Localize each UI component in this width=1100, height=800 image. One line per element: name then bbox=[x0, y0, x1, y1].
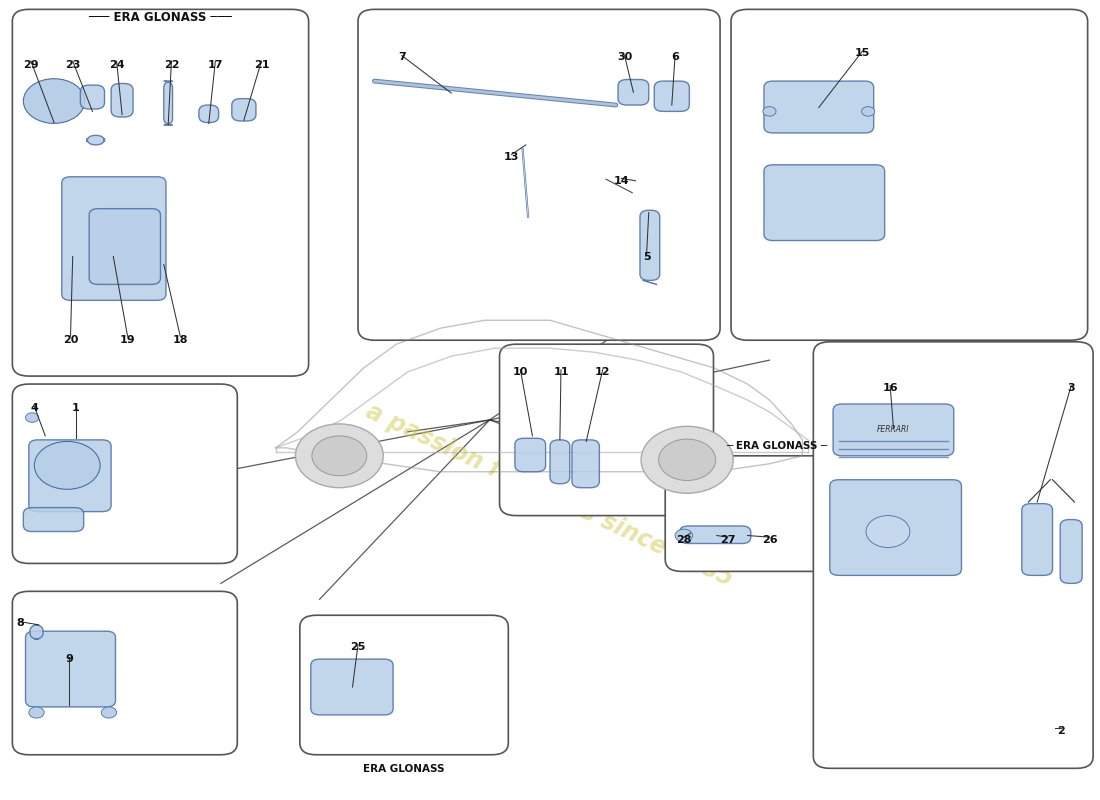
Circle shape bbox=[101, 707, 117, 718]
FancyBboxPatch shape bbox=[572, 440, 600, 488]
FancyBboxPatch shape bbox=[680, 526, 751, 543]
FancyBboxPatch shape bbox=[23, 508, 84, 531]
FancyBboxPatch shape bbox=[25, 631, 115, 707]
Text: 13: 13 bbox=[504, 152, 519, 162]
Text: 12: 12 bbox=[595, 367, 610, 377]
Text: 15: 15 bbox=[855, 48, 870, 58]
Text: 24: 24 bbox=[109, 60, 124, 70]
Text: 3: 3 bbox=[1067, 383, 1075, 393]
Text: 23: 23 bbox=[65, 60, 80, 70]
Text: 1: 1 bbox=[73, 403, 80, 413]
Text: 20: 20 bbox=[63, 335, 78, 346]
FancyBboxPatch shape bbox=[833, 404, 954, 456]
Circle shape bbox=[861, 106, 875, 116]
Text: 29: 29 bbox=[23, 60, 38, 70]
Text: 7: 7 bbox=[398, 52, 406, 62]
FancyBboxPatch shape bbox=[764, 81, 873, 133]
Text: 2: 2 bbox=[1057, 726, 1065, 736]
FancyBboxPatch shape bbox=[232, 98, 256, 121]
FancyBboxPatch shape bbox=[87, 135, 104, 145]
Text: 25: 25 bbox=[350, 642, 365, 652]
FancyBboxPatch shape bbox=[199, 105, 219, 122]
Circle shape bbox=[866, 515, 910, 547]
Text: ─ ERA GLONASS ─: ─ ERA GLONASS ─ bbox=[726, 441, 827, 451]
FancyBboxPatch shape bbox=[111, 83, 133, 117]
Text: 19: 19 bbox=[120, 335, 135, 346]
FancyBboxPatch shape bbox=[764, 165, 884, 241]
Text: 26: 26 bbox=[761, 534, 778, 545]
Text: 14: 14 bbox=[614, 176, 629, 186]
FancyBboxPatch shape bbox=[829, 480, 961, 575]
FancyBboxPatch shape bbox=[62, 177, 166, 300]
Circle shape bbox=[763, 106, 776, 116]
Text: a passion for parts since 1985: a passion for parts since 1985 bbox=[362, 400, 738, 592]
Text: 5: 5 bbox=[642, 251, 650, 262]
Text: 27: 27 bbox=[720, 534, 736, 545]
Text: 21: 21 bbox=[254, 60, 270, 70]
Circle shape bbox=[659, 439, 716, 481]
Circle shape bbox=[312, 436, 366, 476]
Circle shape bbox=[641, 426, 734, 494]
FancyBboxPatch shape bbox=[813, 342, 1093, 768]
FancyBboxPatch shape bbox=[640, 210, 660, 281]
Text: FERRARI: FERRARI bbox=[877, 425, 910, 434]
Text: 11: 11 bbox=[553, 367, 569, 377]
Text: 28: 28 bbox=[676, 534, 692, 545]
Text: 8: 8 bbox=[16, 618, 24, 628]
FancyBboxPatch shape bbox=[300, 615, 508, 754]
FancyBboxPatch shape bbox=[30, 625, 43, 639]
FancyBboxPatch shape bbox=[666, 456, 890, 571]
Circle shape bbox=[296, 424, 383, 488]
FancyBboxPatch shape bbox=[550, 440, 570, 484]
FancyBboxPatch shape bbox=[515, 438, 546, 472]
FancyBboxPatch shape bbox=[29, 440, 111, 512]
Text: 30: 30 bbox=[617, 52, 632, 62]
Text: 6: 6 bbox=[671, 52, 679, 62]
FancyBboxPatch shape bbox=[12, 384, 238, 563]
FancyBboxPatch shape bbox=[12, 591, 238, 754]
Text: 16: 16 bbox=[882, 383, 898, 393]
FancyBboxPatch shape bbox=[311, 659, 393, 715]
Circle shape bbox=[675, 529, 693, 542]
Text: ERA GLONASS: ERA GLONASS bbox=[363, 763, 444, 774]
FancyBboxPatch shape bbox=[618, 79, 649, 105]
Text: ─── ERA GLONASS ───: ─── ERA GLONASS ─── bbox=[88, 11, 232, 24]
Text: 4: 4 bbox=[31, 403, 38, 413]
Text: 9: 9 bbox=[66, 654, 74, 664]
FancyBboxPatch shape bbox=[12, 10, 309, 376]
Circle shape bbox=[29, 707, 44, 718]
Circle shape bbox=[23, 78, 85, 123]
Text: 22: 22 bbox=[164, 60, 179, 70]
FancyBboxPatch shape bbox=[89, 209, 161, 285]
FancyBboxPatch shape bbox=[1060, 519, 1082, 583]
Circle shape bbox=[34, 442, 100, 490]
FancyBboxPatch shape bbox=[358, 10, 720, 340]
FancyBboxPatch shape bbox=[654, 81, 690, 111]
Circle shape bbox=[25, 413, 39, 422]
Text: 10: 10 bbox=[513, 367, 528, 377]
Text: 17: 17 bbox=[208, 60, 223, 70]
Text: 18: 18 bbox=[173, 335, 188, 346]
FancyBboxPatch shape bbox=[499, 344, 714, 515]
FancyBboxPatch shape bbox=[732, 10, 1088, 340]
FancyBboxPatch shape bbox=[164, 81, 173, 125]
Text: parts
since 1985: parts since 1985 bbox=[855, 64, 969, 130]
FancyBboxPatch shape bbox=[80, 85, 104, 109]
FancyBboxPatch shape bbox=[1022, 504, 1053, 575]
